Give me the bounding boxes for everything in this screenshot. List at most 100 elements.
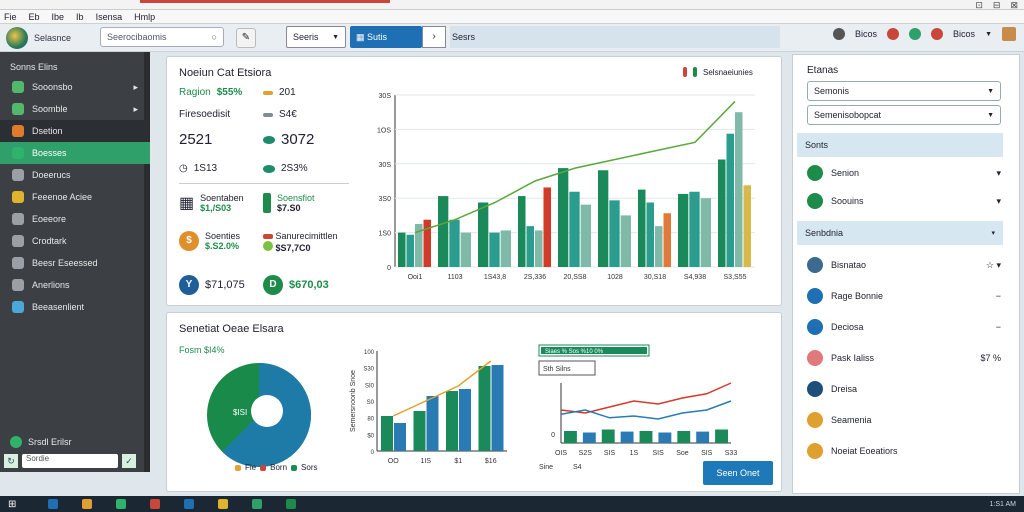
- right-row[interactable]: Pask Ialiss $7 %: [807, 348, 1001, 368]
- primary-button-label: Sutis: [367, 32, 388, 42]
- menu-insert[interactable]: Ib: [76, 11, 84, 22]
- badge-marker: [683, 67, 687, 77]
- right-row-label: Soouins: [831, 196, 864, 206]
- big-metric: 2521: [179, 131, 213, 148]
- sidebar-item[interactable]: Beesr Eseessed: [0, 252, 150, 274]
- bar: [620, 431, 634, 443]
- right-row-action[interactable]: ▾: [996, 167, 1001, 178]
- right-row[interactable]: Deciosa −: [807, 317, 1001, 337]
- refresh-icon[interactable]: ↻: [4, 454, 18, 468]
- right-select-1[interactable]: Semonis ▼: [807, 81, 1001, 101]
- taskbar-app-icon[interactable]: [48, 499, 59, 509]
- sidebar-search-input[interactable]: Sordie: [22, 454, 118, 468]
- minimize-icon[interactable]: ⊟: [992, 0, 1001, 10]
- right-row[interactable]: Soouins ▾: [807, 191, 1001, 211]
- settings-icon[interactable]: [833, 28, 846, 40]
- fin-label: Firesoedisit: [179, 109, 231, 120]
- bar: [438, 196, 449, 267]
- right-row-action[interactable]: −: [995, 291, 1001, 301]
- menu-view[interactable]: Ibe: [51, 11, 65, 22]
- tab-active[interactable]: Sesrs: [450, 26, 780, 48]
- overview-action-button[interactable]: Seen Onet: [703, 461, 773, 485]
- right-row-action[interactable]: ▾: [996, 195, 1001, 206]
- sidebar-item[interactable]: Feeenoe Aciee: [0, 186, 150, 208]
- sidebar-scrollbar[interactable]: [144, 52, 150, 472]
- edit-icon[interactable]: ✎: [236, 28, 256, 48]
- taskbar-app-icon[interactable]: [184, 499, 195, 509]
- sidebar-item[interactable]: Sooonsbo ▸: [0, 76, 150, 98]
- right-row-action[interactable]: ☆ ▾: [985, 259, 1001, 270]
- menu-tools[interactable]: Isensa: [95, 11, 123, 22]
- status-icon[interactable]: [909, 28, 922, 40]
- sidebar-item[interactable]: Boesses: [0, 142, 150, 164]
- bar: [564, 431, 577, 443]
- bar: [446, 391, 458, 451]
- sidebar-item-label: Beeasenlient: [32, 302, 85, 312]
- sidebar-item-icon: [12, 213, 24, 225]
- right-row[interactable]: Bisnatao ☆ ▾: [807, 255, 1001, 275]
- x-tick-label: SIS: [652, 450, 664, 457]
- next-button[interactable]: ›: [422, 26, 446, 48]
- sidebar-status: Srsdl Erilsr: [4, 436, 144, 448]
- sidebar-item[interactable]: Dsetion: [0, 120, 150, 142]
- restore-icon[interactable]: ⊡: [975, 0, 983, 10]
- x-tick-label: 20,SS8: [564, 274, 587, 281]
- bar: [478, 366, 491, 451]
- sidebar-item[interactable]: Beeasenlient: [0, 296, 150, 318]
- sidebar-item[interactable]: Eoeeore: [0, 208, 150, 230]
- right-label-2[interactable]: Bicos: [953, 29, 976, 39]
- bar: [609, 200, 620, 267]
- user-avatar[interactable]: [1002, 27, 1016, 41]
- taskbar-app-icon[interactable]: [286, 499, 297, 509]
- bar: [677, 431, 691, 443]
- notification-icon[interactable]: [931, 28, 944, 40]
- start-icon[interactable]: ⊞: [8, 498, 17, 510]
- coin-icon: $: [179, 231, 199, 251]
- bar-metric: Soensfiot $7.S0: [263, 193, 315, 213]
- view-select[interactable]: Seeris ▼: [286, 26, 346, 48]
- right-section-2[interactable]: Senbdnia ▾: [797, 221, 1003, 245]
- right-select-2[interactable]: Semenisobopcat ▼: [807, 105, 1001, 125]
- bar: [598, 170, 609, 267]
- sidebar-item-label: Eoeeore: [32, 214, 67, 224]
- overview-title: Senetiat Oeae Elsara: [179, 323, 284, 335]
- legend-fill: [541, 347, 647, 354]
- chevron-down-icon[interactable]: ▼: [985, 30, 992, 38]
- menu-help[interactable]: Hmlp: [134, 11, 156, 22]
- taskbar-app-icon[interactable]: [82, 499, 93, 509]
- taskbar: ⊞ 1:S1 AM: [0, 496, 1024, 512]
- right-row-action[interactable]: $7 %: [980, 353, 1001, 363]
- right-row[interactable]: Dreisa: [807, 379, 1001, 399]
- pie-hole: [251, 395, 283, 427]
- menu-edit[interactable]: Eb: [28, 11, 40, 22]
- sidebar-item[interactable]: Soomble ▸: [0, 98, 150, 120]
- menu-file[interactable]: Fie: [4, 11, 17, 22]
- right-row[interactable]: Rage Bonnie −: [807, 286, 1001, 306]
- x-tick-label: SIS: [604, 450, 616, 457]
- taskbar-app-icon[interactable]: [252, 499, 263, 509]
- bar: [743, 185, 751, 267]
- bar: [726, 133, 734, 267]
- x-tick-label: 1S: [630, 450, 639, 457]
- sidebar-item[interactable]: Anerlions: [0, 274, 150, 296]
- alert-icon[interactable]: [887, 28, 900, 40]
- sidebar-item[interactable]: Doeerucs: [0, 164, 150, 186]
- right-section-1[interactable]: Sonts: [797, 133, 1003, 157]
- pie-chart: $ISI: [207, 363, 311, 467]
- right-label-1[interactable]: Bicos: [855, 29, 878, 39]
- taskbar-app-icon[interactable]: [150, 499, 161, 509]
- right-toolbar: Bicos Bicos ▼: [833, 27, 1016, 41]
- right-row[interactable]: Senion ▾: [807, 163, 1001, 183]
- primary-button[interactable]: ▦ Sutis: [350, 26, 422, 48]
- right-row[interactable]: Noeiat Eoeatiors: [807, 441, 1001, 461]
- right-row-action[interactable]: −: [995, 322, 1001, 332]
- search-input[interactable]: Seerocibaomis ○: [100, 27, 224, 47]
- taskbar-app-icon[interactable]: [116, 499, 127, 509]
- legend-label: Siaes % Sos %10 0%: [545, 349, 604, 355]
- big-side-value: 3072: [281, 131, 315, 148]
- check-icon[interactable]: ✓: [122, 454, 136, 468]
- taskbar-app-icon[interactable]: [218, 499, 229, 509]
- close-icon[interactable]: ⊠: [1010, 0, 1018, 10]
- right-row[interactable]: Seamenia: [807, 410, 1001, 430]
- sidebar-item[interactable]: Crodtark: [0, 230, 150, 252]
